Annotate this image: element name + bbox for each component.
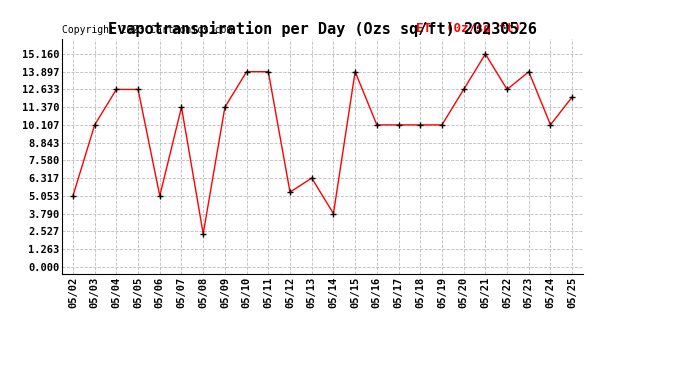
Title: Evapotranspiration per Day (Ozs sq/ft) 20230526: Evapotranspiration per Day (Ozs sq/ft) 2… <box>108 21 537 37</box>
Text: ET  (0z/sq ft): ET (0z/sq ft) <box>416 22 522 35</box>
Text: Copyright 2023 Cartronics.com: Copyright 2023 Cartronics.com <box>62 25 233 35</box>
